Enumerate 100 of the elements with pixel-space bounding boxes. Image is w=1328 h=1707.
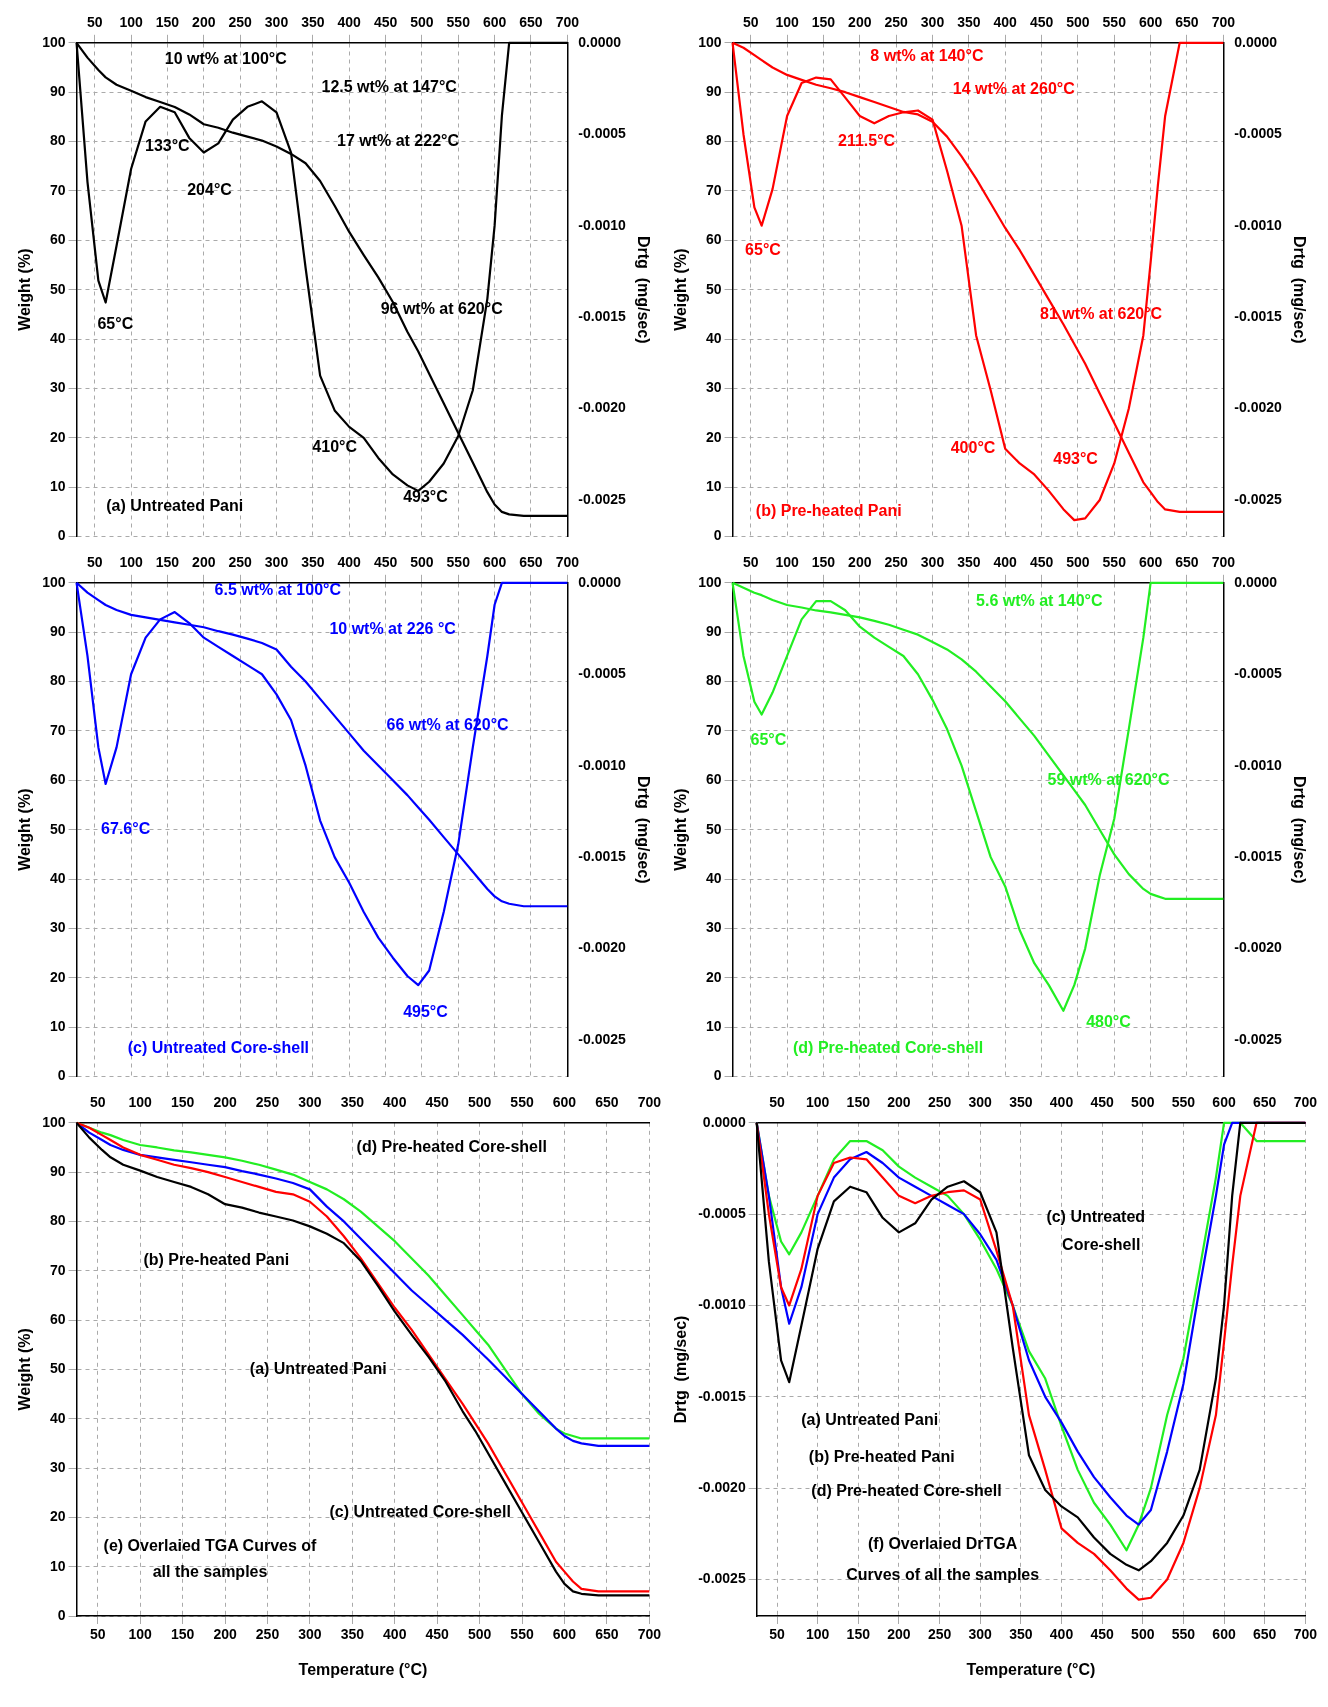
x-tick-label: 400 <box>993 554 1018 571</box>
x-tick-label: 150 <box>811 14 836 31</box>
y-tick-label: 70 <box>49 721 66 738</box>
annotation: (d) Pre-heated Core-shell <box>793 1039 984 1057</box>
x-tick-label: 600 <box>1212 1626 1236 1643</box>
annotation: Core-shell <box>1062 1235 1141 1253</box>
annotation: (d) Pre-heated Core-shell <box>356 1138 547 1156</box>
y-tick-label: 100 <box>42 1113 66 1130</box>
y-axis-title: Weight (%) <box>672 788 690 871</box>
x-tick-label: 150 <box>155 14 180 31</box>
x2-tick-label: 300 <box>968 1094 993 1111</box>
y2-tick-label: -0.0010 <box>578 756 627 773</box>
y2-axis-title: Drtg (mg/sec) <box>634 775 652 884</box>
x2-tick-label: 700 <box>1293 1094 1318 1111</box>
y2-tick-label: -0.0020 <box>1234 399 1283 416</box>
x-tick-label: 250 <box>884 554 909 571</box>
y-tick-label: 50 <box>49 280 66 297</box>
y-tick-label: 40 <box>49 1409 66 1426</box>
y-tick-label: 0 <box>57 527 66 544</box>
y-tick-label: -0.0015 <box>698 1387 746 1404</box>
x-tick-label: 50 <box>89 1626 106 1643</box>
x2-tick-label: 150 <box>846 1094 871 1111</box>
y-axis-title: Weight (%) <box>16 1328 34 1411</box>
y-tick-label: 80 <box>49 1212 66 1229</box>
y-tick-label: 30 <box>49 379 66 396</box>
annotation: (e) Overlaied TGA Curves of <box>103 1537 318 1555</box>
x-tick-label: 50 <box>86 554 103 571</box>
x-tick-label: 100 <box>119 554 143 571</box>
x-tick-label: 600 <box>552 1626 577 1643</box>
x-tick-label: 650 <box>1175 554 1199 571</box>
y2-tick-label: -0.0015 <box>1234 307 1283 324</box>
y-tick-label: 10 <box>49 478 66 495</box>
y-tick-label: -0.0010 <box>698 1296 746 1313</box>
y2-tick-label: 0.0000 <box>578 573 622 590</box>
x2-tick-label: 150 <box>170 1094 195 1111</box>
x-tick-label: 650 <box>1253 1626 1277 1643</box>
x2-tick-label: 250 <box>255 1094 280 1111</box>
x-tick-label: 600 <box>482 14 507 31</box>
x2-tick-label: 250 <box>927 1094 952 1111</box>
y2-axis-title: Drtg (mg/sec) <box>1290 775 1308 884</box>
y-tick-label: 70 <box>49 1261 66 1278</box>
x-tick-label: 350 <box>957 554 981 571</box>
x-tick-label: 300 <box>298 1626 322 1643</box>
x2-tick-label: 700 <box>637 1094 662 1111</box>
x2-tick-label: 400 <box>1049 1094 1074 1111</box>
annotation: 211.5°C <box>837 131 896 149</box>
y-axis-title: Weight (%) <box>16 788 34 871</box>
x-tick-label: 500 <box>1066 14 1090 31</box>
x-tick-label: 100 <box>119 14 143 31</box>
y-tick-label: 30 <box>49 919 66 936</box>
y-tick-label: 90 <box>49 623 66 640</box>
x-tick-label: 200 <box>848 554 872 571</box>
x-tick-label: 450 <box>373 554 398 571</box>
x-axis-title: Temperature (°C) <box>298 1660 428 1678</box>
annotation: 410°C <box>312 438 358 456</box>
y2-tick-label: -0.0025 <box>578 1030 627 1047</box>
annotation: 493°C <box>1053 449 1099 467</box>
y-tick-label: 70 <box>705 181 722 198</box>
annotation: (b) Pre-heated Pani <box>143 1251 290 1269</box>
x-tick-label: 550 <box>510 1626 534 1643</box>
y-tick-label: 80 <box>49 132 66 149</box>
y-tick-label: 30 <box>705 379 722 396</box>
y-tick-label: -0.0005 <box>698 1204 746 1221</box>
x-tick-label: 650 <box>519 14 543 31</box>
x2-tick-label: 400 <box>383 1094 407 1111</box>
y-tick-label: 30 <box>49 1458 66 1475</box>
y-tick-label: 0.0000 <box>702 1113 746 1130</box>
y-tick-label: 60 <box>49 771 66 788</box>
annotation: 5.6 wt% at 140°C <box>976 591 1103 609</box>
x-tick-label: 700 <box>637 1626 662 1643</box>
x2-tick-label: 300 <box>298 1094 322 1111</box>
y2-axis-title: Drtg (mg/sec) <box>1290 235 1308 344</box>
x-tick-label: 700 <box>1211 14 1236 31</box>
y-tick-label: 100 <box>42 573 66 590</box>
x-tick-label: 300 <box>920 554 945 571</box>
x-tick-label: 350 <box>340 1626 365 1643</box>
x-tick-label: 100 <box>805 1626 830 1643</box>
y-tick-label: 60 <box>705 771 722 788</box>
y-tick-label: 60 <box>49 1310 66 1327</box>
annotation: 133°C <box>145 136 191 154</box>
y-tick-label: 60 <box>49 231 66 248</box>
annotation: (f) Overlaied DrTGA <box>867 1535 1018 1553</box>
x-tick-label: 700 <box>1211 554 1236 571</box>
annotation: 10 wt% at 100°C <box>164 50 288 68</box>
x-tick-label: 650 <box>1175 14 1199 31</box>
y2-tick-label: -0.0015 <box>578 847 627 864</box>
x-tick-label: 400 <box>993 14 1018 31</box>
x-tick-label: 600 <box>1138 14 1163 31</box>
annotation: 65°C <box>750 731 787 749</box>
x-tick-label: 550 <box>446 554 471 571</box>
y-tick-label: 10 <box>49 1557 66 1574</box>
x-tick-label: 150 <box>170 1626 195 1643</box>
y-tick-label: 90 <box>705 83 722 100</box>
annotation: (c) Untreated Core-shell <box>127 1039 310 1057</box>
x-tick-label: 250 <box>927 1626 952 1643</box>
annotation: 495°C <box>403 1002 449 1020</box>
x-tick-label: 100 <box>775 14 799 31</box>
y-tick-label: 80 <box>705 672 722 689</box>
x-tick-label: 300 <box>920 14 945 31</box>
x-tick-label: 550 <box>1102 554 1127 571</box>
